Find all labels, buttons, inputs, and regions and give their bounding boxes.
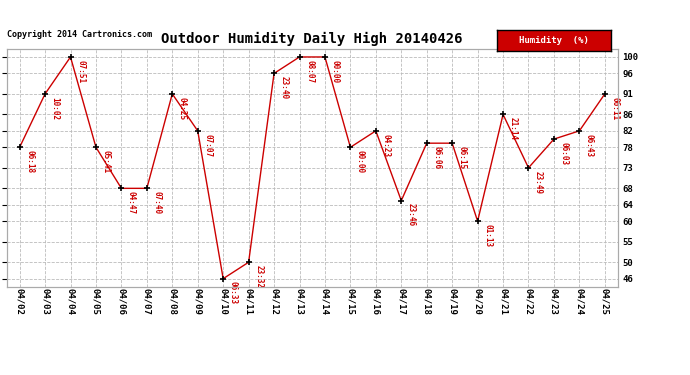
Text: 01:13: 01:13 (483, 224, 492, 247)
Text: 06:43: 06:43 (585, 134, 594, 157)
Text: 07:51: 07:51 (76, 60, 85, 83)
Text: 06:03: 06:03 (560, 142, 569, 165)
Text: 07:07: 07:07 (204, 134, 213, 157)
Text: 06:18: 06:18 (25, 150, 34, 173)
Text: 04:23: 04:23 (382, 134, 391, 157)
Text: 00:00: 00:00 (356, 150, 365, 173)
Text: 08:07: 08:07 (305, 60, 314, 83)
Text: 05:41: 05:41 (101, 150, 110, 173)
Text: 23:46: 23:46 (407, 203, 416, 226)
Text: 21:14: 21:14 (509, 117, 518, 140)
Text: 23:49: 23:49 (534, 171, 543, 194)
Title: Outdoor Humidity Daily High 20140426: Outdoor Humidity Daily High 20140426 (161, 32, 463, 46)
Text: 06:15: 06:15 (457, 146, 466, 169)
Text: 04:47: 04:47 (127, 191, 136, 214)
Text: 10:02: 10:02 (50, 97, 59, 120)
Text: 07:40: 07:40 (152, 191, 161, 214)
Text: 00:00: 00:00 (331, 60, 339, 83)
Text: 06:11: 06:11 (611, 97, 620, 120)
Text: 23:40: 23:40 (279, 76, 288, 99)
Text: Copyright 2014 Cartronics.com: Copyright 2014 Cartronics.com (7, 30, 152, 39)
Text: 06:06: 06:06 (432, 146, 442, 169)
Text: Humidity  (%): Humidity (%) (519, 36, 589, 45)
Text: 06:33: 06:33 (228, 282, 238, 304)
Text: 23:32: 23:32 (254, 265, 263, 288)
Text: 04:25: 04:25 (178, 97, 187, 120)
